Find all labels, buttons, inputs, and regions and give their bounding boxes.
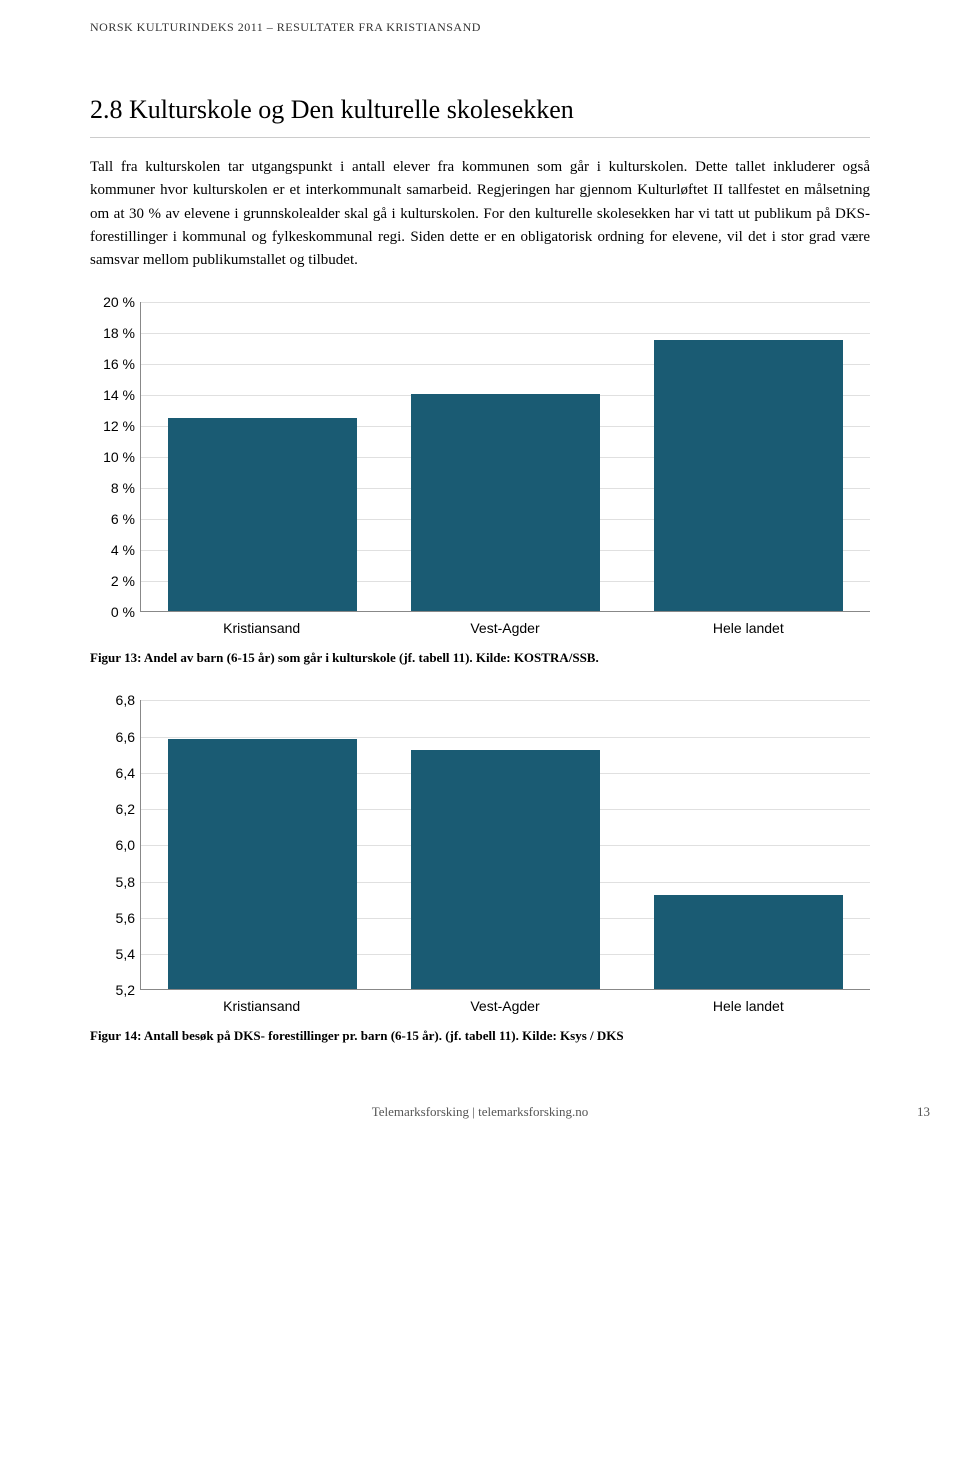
y-tick: 6 %: [91, 511, 135, 527]
bar: [411, 750, 601, 989]
x-tick: Hele landet: [653, 620, 843, 636]
y-tick: 6,6: [91, 729, 135, 745]
page-footer: Telemarksforsking | telemarksforsking.no…: [90, 1104, 870, 1120]
y-tick: 6,0: [91, 837, 135, 853]
y-tick: 18 %: [91, 325, 135, 341]
y-tick: 6,4: [91, 765, 135, 781]
footer-text: Telemarksforsking | telemarksforsking.no: [372, 1104, 589, 1119]
y-tick: 5,6: [91, 910, 135, 926]
bar: [168, 739, 358, 989]
y-tick: 5,2: [91, 982, 135, 998]
bar: [168, 418, 358, 612]
y-tick: 4 %: [91, 542, 135, 558]
body-paragraph: Tall fra kulturskolen tar utgangspunkt i…: [90, 156, 870, 272]
section-title: 2.8 Kulturskole og Den kulturelle skoles…: [90, 95, 870, 125]
x-tick: Hele landet: [653, 998, 843, 1014]
y-tick: 5,8: [91, 874, 135, 890]
figure-13-caption: Figur 13: Andel av barn (6-15 år) som gå…: [90, 650, 870, 666]
x-tick: Vest-Agder: [410, 620, 600, 636]
x-tick: Kristiansand: [167, 620, 357, 636]
page-header: NORSK KULTURINDEKS 2011 – RESULTATER FRA…: [90, 20, 870, 35]
y-tick: 10 %: [91, 449, 135, 465]
figure-14-caption: Figur 14: Antall besøk på DKS- forestill…: [90, 1028, 870, 1044]
divider: [90, 137, 870, 138]
y-tick: 12 %: [91, 418, 135, 434]
bar: [654, 340, 844, 611]
y-tick: 14 %: [91, 387, 135, 403]
y-tick: 16 %: [91, 356, 135, 372]
y-tick: 0 %: [91, 604, 135, 620]
y-tick: 20 %: [91, 294, 135, 310]
page-number: 13: [917, 1104, 930, 1120]
x-tick: Vest-Agder: [410, 998, 600, 1014]
x-tick: Kristiansand: [167, 998, 357, 1014]
y-tick: 8 %: [91, 480, 135, 496]
chart-figure-14: 5,25,45,65,86,06,26,46,66,8KristiansandV…: [90, 700, 870, 1014]
chart-figure-13: 0 %2 %4 %6 %8 %10 %12 %14 %16 %18 %20 %K…: [90, 302, 870, 636]
y-tick: 2 %: [91, 573, 135, 589]
bar: [411, 394, 601, 611]
y-tick: 5,4: [91, 946, 135, 962]
bar: [654, 895, 844, 989]
y-tick: 6,2: [91, 801, 135, 817]
y-tick: 6,8: [91, 692, 135, 708]
